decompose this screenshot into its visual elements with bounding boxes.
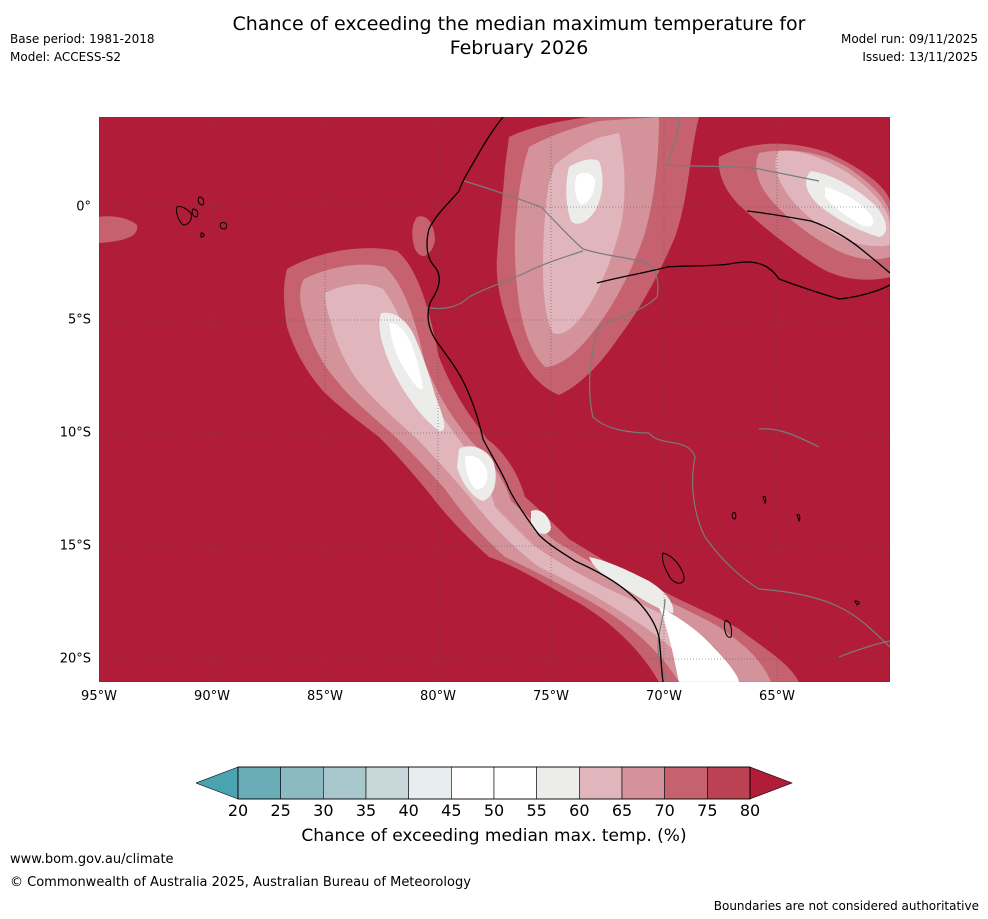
model-run-text: Model run: 09/11/2025	[840, 32, 978, 46]
colorbar-tick-label: 45	[441, 801, 462, 820]
colorbar-cell	[707, 766, 751, 800]
probability-map	[99, 117, 890, 682]
footer-copyright: © Commonwealth of Australia 2025, Austra…	[10, 875, 471, 890]
colorbar-tick-label: 35	[355, 801, 377, 820]
lon-label-75w: 75°W	[533, 689, 569, 704]
colorbar-tick-label: 25	[270, 801, 291, 820]
colorbar-tick-label: 40	[398, 801, 419, 820]
colorbar-tick-label: 60	[569, 801, 590, 820]
inland-lakes	[724, 496, 860, 638]
meta-left: Base period: 1981-2018 Model: ACCESS-S2	[10, 30, 155, 66]
coastlines	[426, 117, 890, 682]
colorbar-cell	[621, 766, 665, 800]
footer-note: Boundaries are not considered authoritat…	[713, 899, 979, 913]
contour-peru-50	[389, 323, 423, 390]
contour-andes-65	[543, 133, 625, 334]
title-line-2: February 2026	[449, 37, 589, 59]
issued-text: Issued: 13/11/2025	[862, 50, 978, 64]
lon-label-70w: 70°W	[646, 689, 682, 704]
contour-chiclayo-50	[465, 455, 488, 490]
colorbar-cell	[536, 766, 580, 800]
lon-label-90w: 90°W	[194, 689, 230, 704]
lon-label-85w: 85°W	[307, 689, 343, 704]
lake-titicaca	[662, 552, 685, 584]
lon-label-65w: 65°W	[759, 689, 795, 704]
colorbar	[196, 766, 793, 800]
contour-chile-50	[659, 607, 739, 682]
colorbar-cell	[493, 766, 537, 800]
graticule	[99, 117, 890, 682]
colorbar-tick-label: 75	[697, 801, 718, 820]
colorbar-cell	[664, 766, 708, 800]
colorbar-tick-label: 20	[227, 801, 249, 820]
galapagos-islands	[176, 196, 228, 238]
colorbar-tick-label: 80	[739, 801, 761, 820]
colorbar-label: Chance of exceeding median max. temp. (%…	[301, 826, 687, 846]
colorbar-cell	[237, 766, 281, 800]
contour-chile-55	[589, 557, 674, 613]
colorbar-cell	[408, 766, 452, 800]
colorbar-cell	[323, 766, 367, 800]
contour-galapagos-75	[99, 216, 138, 243]
contour-ecuador-75	[412, 216, 435, 256]
title-line-1: Chance of exceeding the median maximum t…	[232, 13, 806, 35]
colorbar-tick-label: 30	[313, 801, 334, 820]
lat-label-10s: 10°S	[59, 425, 91, 441]
colorbar-cell	[579, 766, 623, 800]
contour-andes-50	[574, 173, 595, 205]
colorbar-cell	[280, 766, 324, 800]
base-period-text: Base period: 1981-2018	[10, 32, 155, 46]
colorbar-tick-label: 65	[611, 801, 633, 820]
lat-label-20s: 20°S	[59, 651, 91, 667]
colorbar-tick-label: 55	[526, 801, 547, 820]
colorbar-cells	[237, 766, 751, 800]
country-borders	[424, 117, 890, 682]
chart-title: Chance of exceeding the median maximum t…	[0, 12, 988, 60]
lon-label-80w: 80°W	[420, 689, 456, 704]
model-text: Model: ACCESS-S2	[10, 50, 122, 64]
contour-ica-55	[531, 510, 551, 534]
colorbar-cell	[451, 766, 495, 800]
colorbar-tick-label: 50	[483, 801, 505, 820]
colorbar-tick-label: 70	[654, 801, 675, 820]
lat-label-0: 0°	[76, 199, 91, 215]
lon-label-95w: 95°W	[81, 689, 117, 704]
footer-url: www.bom.gov.au/climate	[10, 852, 174, 867]
lat-label-5s: 5°S	[67, 312, 91, 328]
colorbar-under-extension	[196, 766, 239, 800]
colorbar-cell	[365, 766, 409, 800]
lat-label-15s: 15°S	[59, 538, 91, 554]
colorbar-over-extension	[749, 766, 793, 800]
meta-right: Model run: 09/11/2025 Issued: 13/11/2025	[841, 30, 978, 66]
